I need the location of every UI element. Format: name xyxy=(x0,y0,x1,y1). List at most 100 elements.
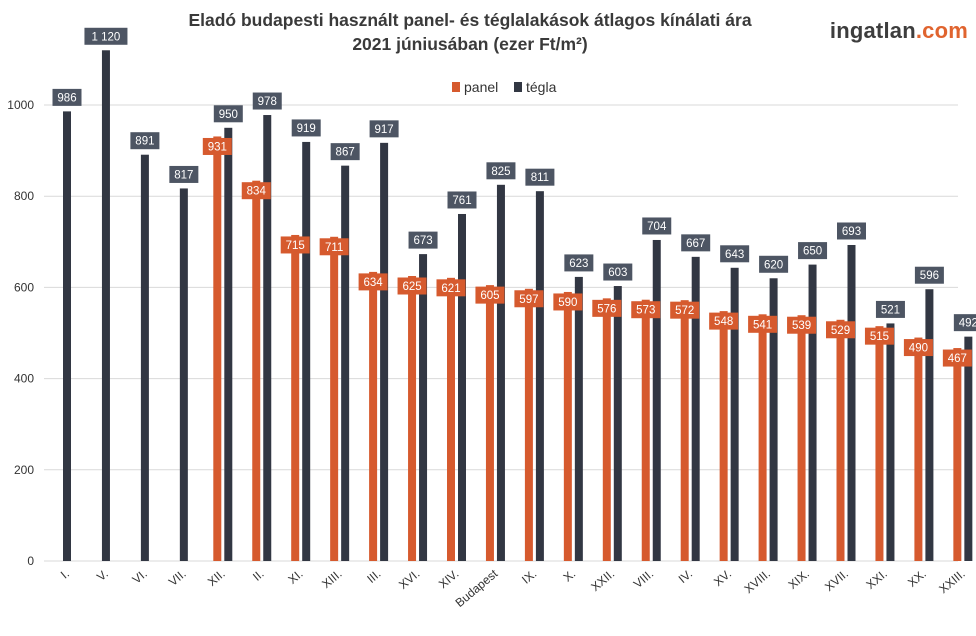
y-tick-label: 800 xyxy=(14,189,34,203)
data-label-tegla-bg xyxy=(642,217,672,235)
data-label-tegla-bg xyxy=(525,168,555,186)
x-tick-label: III. xyxy=(364,567,383,586)
x-tick-label: XVI. xyxy=(396,567,422,592)
data-label-tegla-bg xyxy=(52,88,82,106)
data-label-panel: 590 xyxy=(558,297,577,309)
legend-swatch-panel xyxy=(452,82,460,92)
data-label-tegla-bg xyxy=(798,242,828,260)
x-tick-label: VI. xyxy=(130,567,150,587)
data-label-tegla-bg xyxy=(486,162,516,180)
data-label-tegla-bg xyxy=(759,255,789,273)
data-label-panel-bg xyxy=(475,286,505,304)
legend-swatch-tegla xyxy=(514,82,522,92)
bar-tegla xyxy=(652,239,661,561)
data-label-panel-bg xyxy=(397,277,427,295)
legend-label-panel: panel xyxy=(464,79,498,95)
bar-panel xyxy=(213,136,222,562)
bar-panel xyxy=(447,277,455,561)
data-label-tegla-bg xyxy=(603,263,633,281)
data-label-panel-bg xyxy=(631,301,661,319)
data-label-panel: 625 xyxy=(402,281,421,293)
data-label-tegla: 825 xyxy=(491,166,510,178)
y-tick-label: 0 xyxy=(27,554,34,568)
bar-tegla xyxy=(302,141,311,561)
data-label-tegla-bg xyxy=(408,231,438,249)
bar-tegla xyxy=(535,191,544,561)
bar-tegla xyxy=(101,50,110,561)
bar-panel xyxy=(914,337,923,561)
data-label-tegla-bg xyxy=(330,143,360,161)
data-label-panel-bg xyxy=(942,349,972,367)
data-label-panel: 548 xyxy=(714,316,733,328)
data-label-tegla: 761 xyxy=(452,195,471,207)
y-tick-label: 400 xyxy=(14,372,34,386)
bar-panel xyxy=(602,298,611,561)
data-label-panel-bg xyxy=(436,279,466,297)
chart-title: Eladó budapesti használt panel- és tégla… xyxy=(150,8,790,56)
data-label-tegla-bg xyxy=(914,266,944,284)
brand-logo-tld: .com xyxy=(915,18,968,43)
data-label-tegla-bg xyxy=(369,120,399,138)
x-tick-label: Budapest xyxy=(453,566,501,610)
x-tick-label: XXII. xyxy=(588,567,617,594)
bar-tegla xyxy=(730,267,739,561)
bar-tegla xyxy=(808,264,817,561)
data-label-tegla: 521 xyxy=(881,304,900,316)
x-tick-label: XXI. xyxy=(863,567,889,592)
x-tick-label: I. xyxy=(58,567,72,582)
data-label-panel: 711 xyxy=(325,242,343,254)
x-tick-label: X. xyxy=(561,567,579,585)
data-label-tegla: 917 xyxy=(375,124,394,136)
data-label-panel-bg xyxy=(241,182,271,200)
y-tick-label: 200 xyxy=(14,463,34,477)
data-label-tegla: 623 xyxy=(569,258,588,270)
data-label-tegla: 650 xyxy=(803,246,822,258)
legend-label-tegla: tégla xyxy=(526,79,557,95)
data-label-panel-bg xyxy=(709,312,739,330)
data-label-tegla-bg xyxy=(681,234,711,252)
data-label-panel-bg xyxy=(553,293,583,311)
y-tick-label: 1000 xyxy=(7,98,34,112)
data-label-tegla: 986 xyxy=(57,92,76,104)
bar-tegla xyxy=(769,278,778,561)
data-label-panel-bg xyxy=(202,137,232,155)
data-label-panel: 715 xyxy=(286,240,305,252)
data-label-panel-bg xyxy=(358,273,388,291)
data-label-panel: 621 xyxy=(441,283,460,295)
bar-tegla xyxy=(964,336,973,561)
data-label-tegla: 603 xyxy=(608,267,627,279)
data-label-tegla-bg xyxy=(213,105,243,123)
data-label-tegla-bg xyxy=(84,27,128,45)
brand-logo-main: ingatlan xyxy=(829,18,916,43)
x-tick-label: VII. xyxy=(166,567,189,589)
bar-tegla xyxy=(847,244,856,561)
bar-tegla xyxy=(925,289,934,561)
data-label-panel-bg xyxy=(787,316,817,334)
bar-tegla xyxy=(496,184,505,562)
data-label-panel: 490 xyxy=(909,343,928,355)
bar-panel xyxy=(953,348,962,561)
x-tick-label: XXIII. xyxy=(936,567,967,597)
data-label-tegla-bg xyxy=(252,92,282,110)
data-label-panel-bg xyxy=(280,236,310,254)
bar-tegla xyxy=(63,111,71,561)
data-label-panel: 515 xyxy=(870,331,889,343)
brand-logo: ingatlan.com xyxy=(830,18,968,44)
x-tick-label: VIII. xyxy=(631,567,656,591)
bar-panel xyxy=(485,285,494,561)
bar-panel xyxy=(524,288,533,561)
bar-panel xyxy=(641,299,650,561)
bar-panel xyxy=(719,311,728,561)
bar-panel xyxy=(291,234,300,561)
x-tick-label: IV. xyxy=(676,567,695,586)
data-label-panel-bg xyxy=(748,315,778,333)
data-label-tegla: 867 xyxy=(336,147,355,159)
data-label-panel: 605 xyxy=(480,290,499,302)
data-label-tegla: 919 xyxy=(297,123,316,135)
x-tick-label: XIII. xyxy=(319,567,344,591)
data-label-tegla-bg xyxy=(447,191,477,209)
bar-tegla xyxy=(419,254,428,561)
data-label-panel: 541 xyxy=(753,319,772,331)
bar-panel xyxy=(252,180,261,562)
y-tick-label: 600 xyxy=(14,280,34,294)
